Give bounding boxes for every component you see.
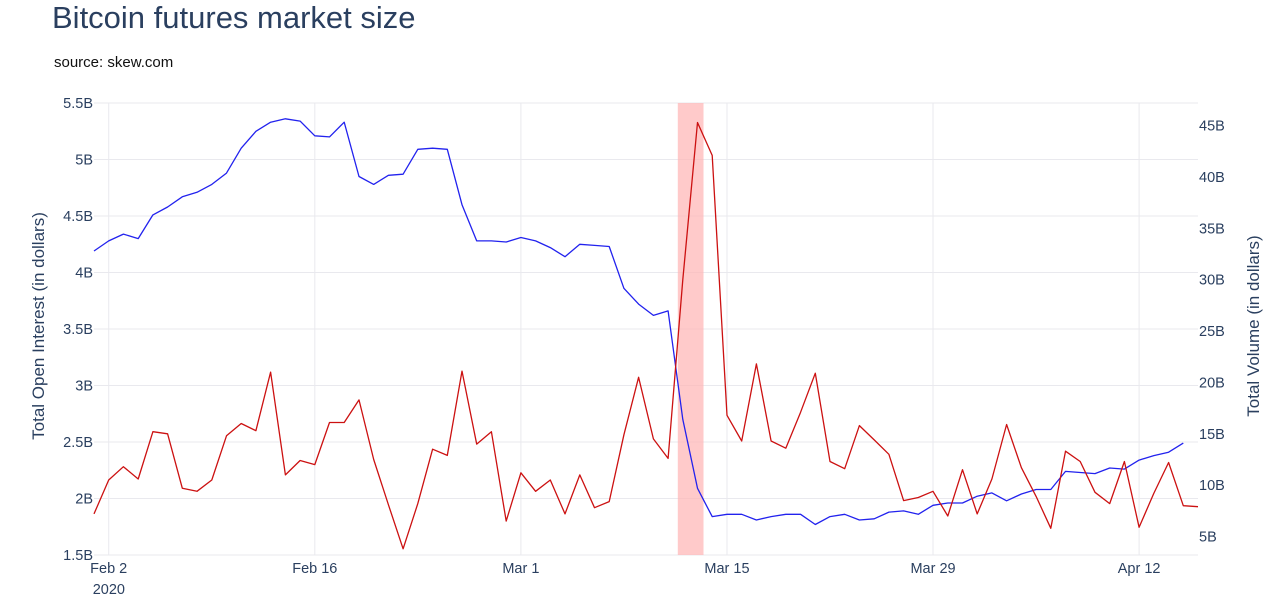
highlight-band [677,103,704,555]
y-tick-label: 3.5B [63,322,93,338]
gridlines [94,102,1198,556]
y2-tick-label: 35B [1199,221,1225,237]
x-tick-label: Apr 12 [1118,561,1161,577]
x-tick-label: Mar 29 [910,561,955,577]
y-tick-label: 3B [75,379,93,395]
chart-title: Bitcoin futures market size [52,0,416,35]
y2-tick-label: 5B [1199,530,1217,546]
y-tick-label: 4B [75,266,93,282]
y-tick-label: 5B [75,153,93,169]
y2-tick-label: 25B [1199,324,1225,340]
x-tick-label: Mar 1 [502,561,539,577]
y-tick-label: 2.5B [63,435,93,451]
open-interest-series-line [93,118,1184,526]
x-tick-year: 2020 [93,582,125,598]
y2-tick-label: 45B [1199,119,1225,135]
y2-tick-label: 15B [1199,427,1225,443]
y-tick-label: 5.5B [63,96,93,112]
series-layer [93,118,1199,550]
highlight-band-layer [677,103,704,555]
y2-tick-label: 30B [1199,273,1225,289]
y-tick-label: 4.5B [63,209,93,225]
y-axis-title: Total Open Interest (in dollars) [29,212,48,440]
y2-tick-label: 10B [1199,478,1225,494]
tick-labels: Feb 2 2020 Feb 16 Mar 1 Mar 15 Mar 29 Apr 12 1.… [63,96,1225,598]
volume-series-line [93,121,1199,550]
y-tick-label: 1.5B [63,548,93,564]
x-tick-label: Mar 15 [704,561,749,577]
x-tick-label: Feb 2 [90,561,127,577]
x-tick-label: Feb 16 [292,561,337,577]
y2-axis-title: Total Volume (in dollars) [1244,235,1263,416]
chart-subtitle: source: skew.com [54,54,173,71]
y-tick-label: 2B [75,492,93,508]
y2-tick-label: 20B [1199,375,1225,391]
y2-tick-label: 40B [1199,170,1225,186]
